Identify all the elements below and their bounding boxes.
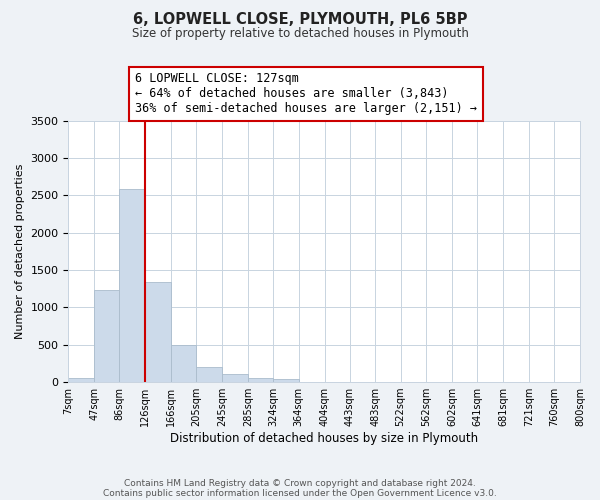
Text: Contains public sector information licensed under the Open Government Licence v3: Contains public sector information licen… [103,488,497,498]
Bar [248,378,273,382]
Bar [119,190,145,382]
Bar [145,282,171,382]
Bar [273,379,299,382]
Bar [171,344,196,382]
Bar [94,290,119,382]
Bar [222,374,248,382]
Bar [68,378,94,382]
Text: Contains HM Land Registry data © Crown copyright and database right 2024.: Contains HM Land Registry data © Crown c… [124,478,476,488]
Text: 6 LOPWELL CLOSE: 127sqm
← 64% of detached houses are smaller (3,843)
36% of semi: 6 LOPWELL CLOSE: 127sqm ← 64% of detache… [135,72,477,116]
Bar [196,367,222,382]
Text: Size of property relative to detached houses in Plymouth: Size of property relative to detached ho… [131,28,469,40]
Y-axis label: Number of detached properties: Number of detached properties [15,164,25,339]
X-axis label: Distribution of detached houses by size in Plymouth: Distribution of detached houses by size … [170,432,478,445]
Text: 6, LOPWELL CLOSE, PLYMOUTH, PL6 5BP: 6, LOPWELL CLOSE, PLYMOUTH, PL6 5BP [133,12,467,28]
